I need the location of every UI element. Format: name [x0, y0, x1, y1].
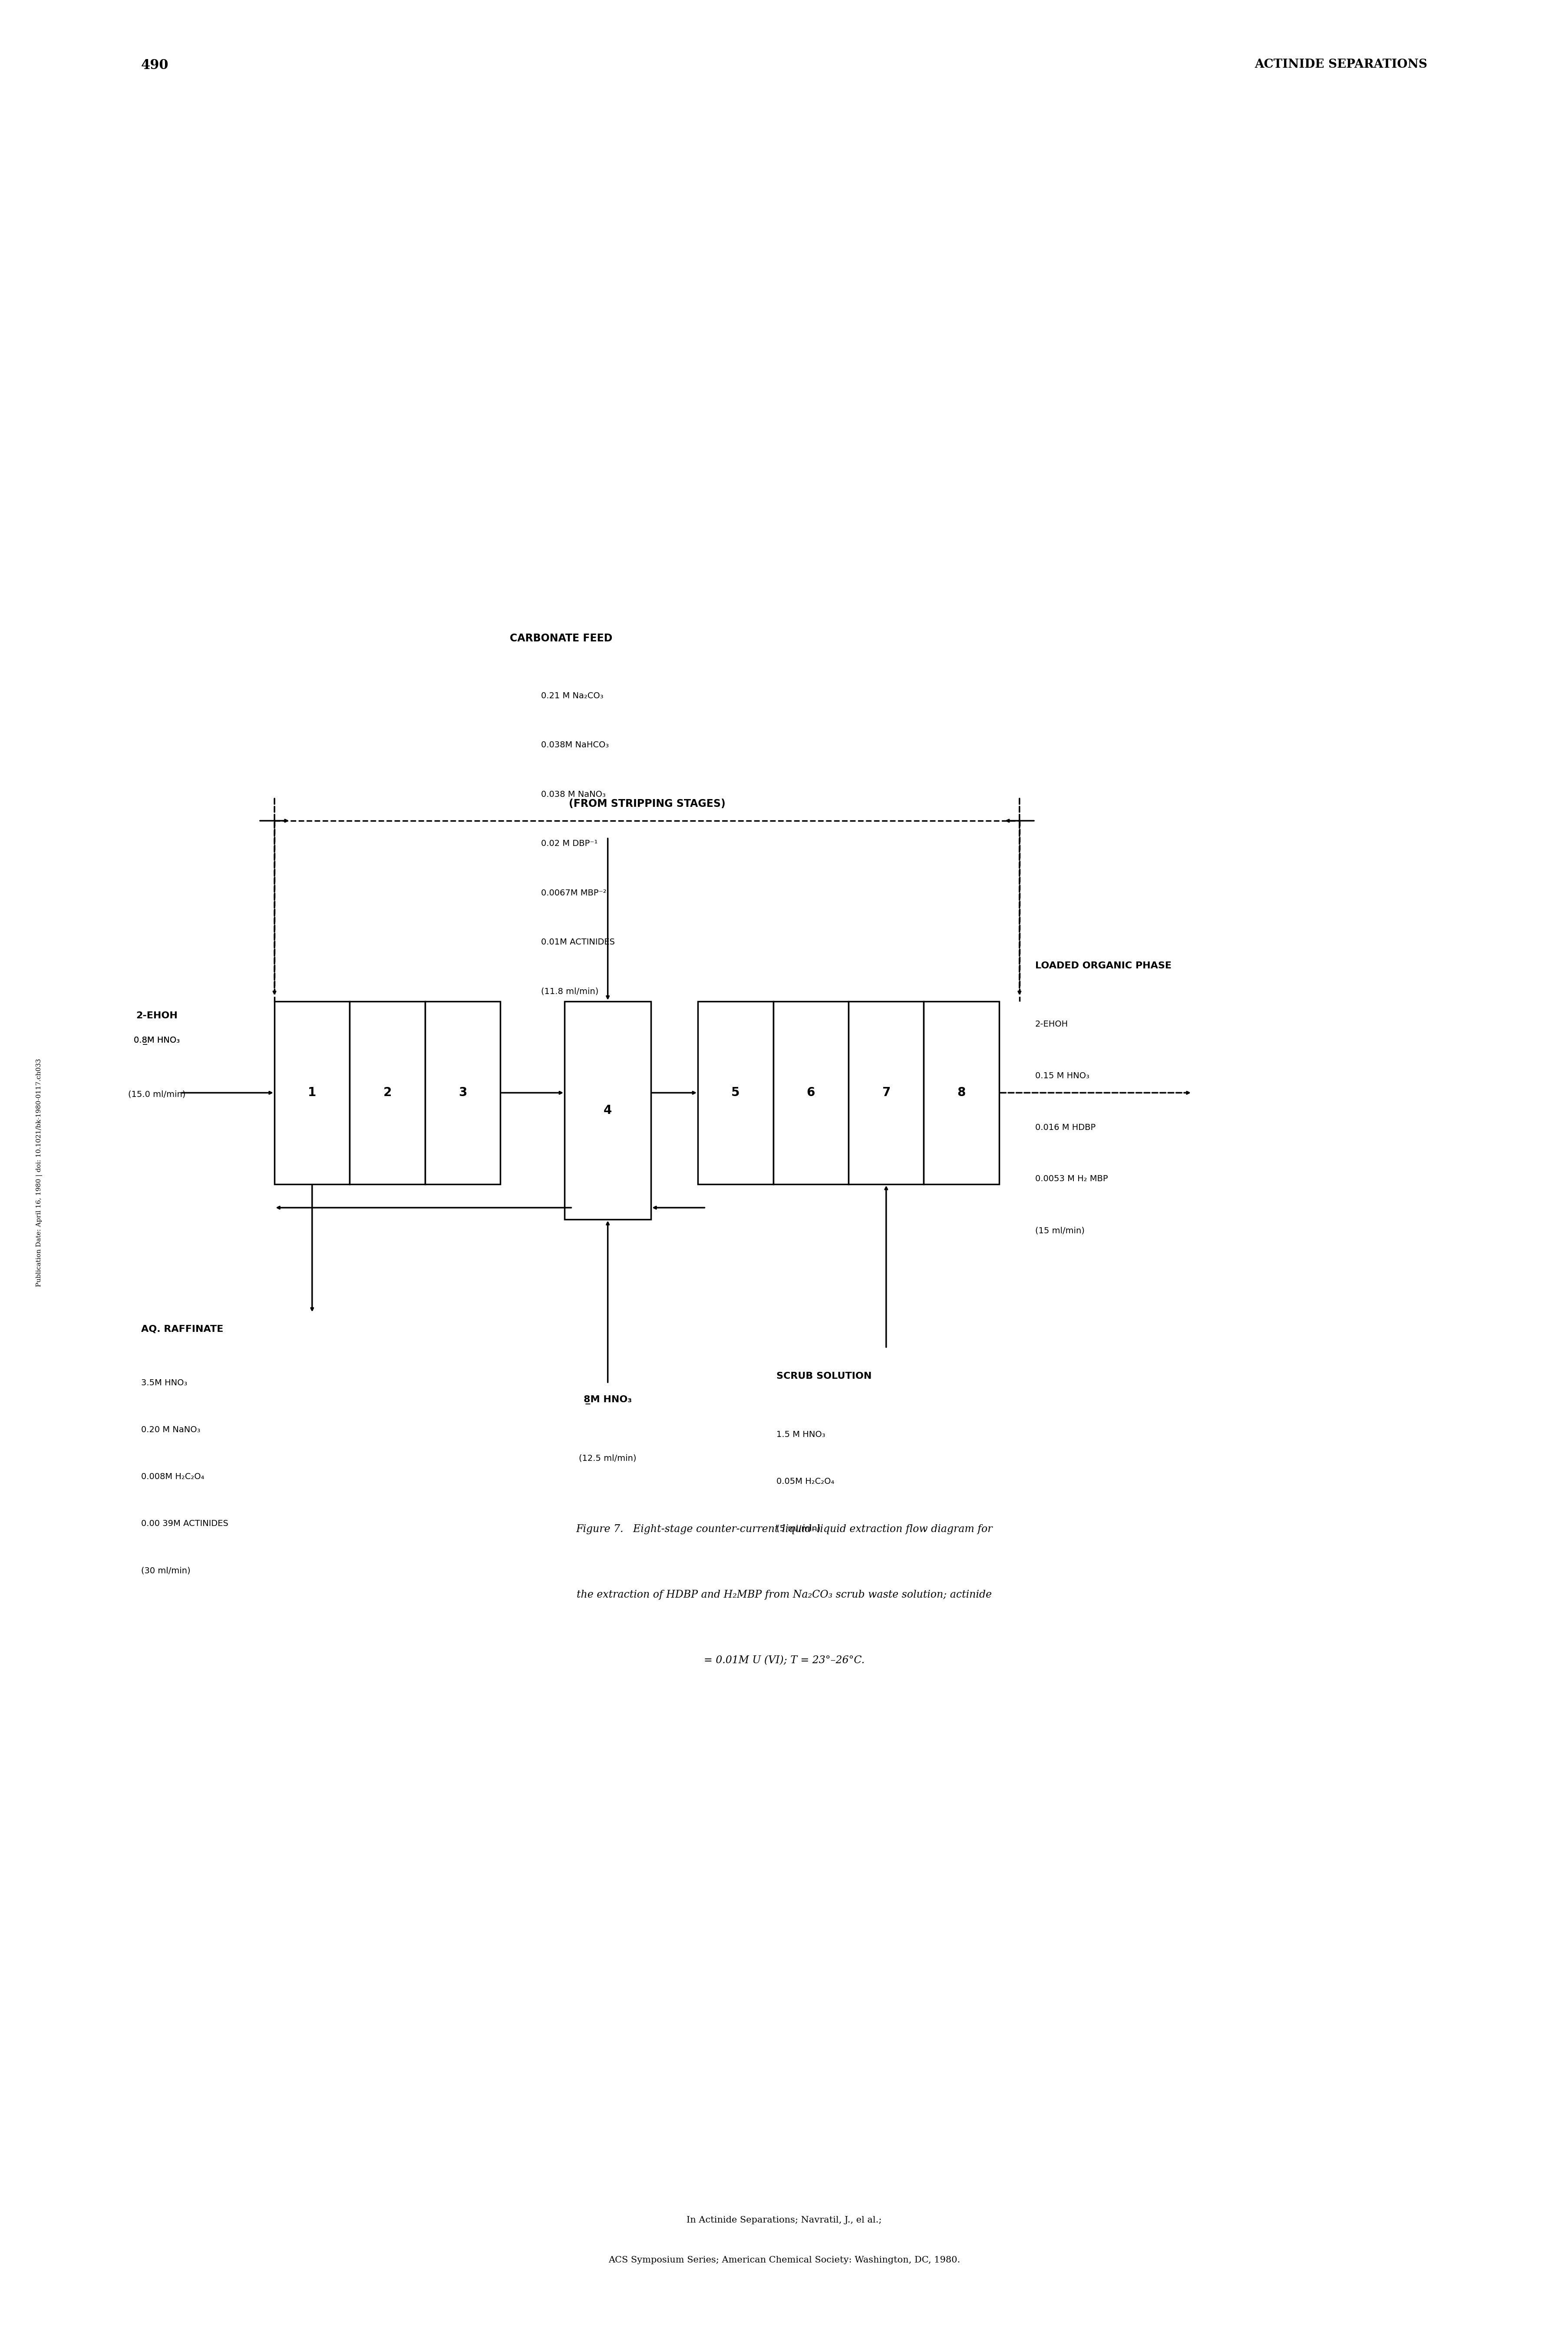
Text: 8: 8 — [956, 1086, 966, 1100]
Text: 0.038M NaHCO₃: 0.038M NaHCO₃ — [541, 741, 608, 750]
Text: 1: 1 — [307, 1086, 317, 1100]
Text: 0.038 M NaNO₃: 0.038 M NaNO₃ — [541, 790, 605, 800]
FancyBboxPatch shape — [773, 1001, 848, 1184]
Text: 5: 5 — [731, 1086, 740, 1100]
Text: 0.8̲M HNO₃: 0.8̲M HNO₃ — [133, 1036, 180, 1046]
Text: 0.02 M DBP⁻¹: 0.02 M DBP⁻¹ — [541, 840, 597, 849]
Text: (30 ml/min): (30 ml/min) — [141, 1566, 190, 1576]
Text: 3: 3 — [458, 1086, 467, 1100]
FancyBboxPatch shape — [350, 1001, 425, 1184]
Text: 490: 490 — [141, 59, 169, 73]
Text: SCRUB SOLUTION: SCRUB SOLUTION — [776, 1372, 872, 1381]
Text: Publication Date: April 16, 1980 | doi: 10.1021/bk-1980-0117.ch033: Publication Date: April 16, 1980 | doi: … — [36, 1058, 42, 1287]
Text: CARBONATE FEED: CARBONATE FEED — [510, 633, 612, 643]
Text: 0.05M H₂C₂O₄: 0.05M H₂C₂O₄ — [776, 1477, 834, 1487]
Text: 6: 6 — [806, 1086, 815, 1100]
Text: Figure 7.   Eight-stage counter-current liquid–liquid extraction flow diagram fo: Figure 7. Eight-stage counter-current li… — [575, 1524, 993, 1534]
Text: ACS Symposium Series; American Chemical Society: Washington, DC, 1980.: ACS Symposium Series; American Chemical … — [608, 2256, 960, 2265]
FancyBboxPatch shape — [274, 1001, 350, 1184]
Text: ACTINIDE SEPARATIONS: ACTINIDE SEPARATIONS — [1254, 59, 1427, 70]
Text: = 0.01M U (VI); T = 23°–26°C.: = 0.01M U (VI); T = 23°–26°C. — [704, 1656, 864, 1665]
Text: In Actinide Separations; Navratil, J., el al.;: In Actinide Separations; Navratil, J., e… — [687, 2216, 881, 2225]
FancyBboxPatch shape — [924, 1001, 999, 1184]
Text: 3.5M HNO₃: 3.5M HNO₃ — [141, 1379, 187, 1388]
Text: 2-EHOH: 2-EHOH — [1035, 1020, 1068, 1029]
Text: (5 ml/min): (5 ml/min) — [776, 1524, 820, 1534]
Text: 0.008M H₂C₂O₄: 0.008M H₂C₂O₄ — [141, 1473, 204, 1482]
Text: (FROM STRIPPING STAGES): (FROM STRIPPING STAGES) — [569, 800, 724, 809]
Text: 4: 4 — [604, 1104, 612, 1116]
FancyBboxPatch shape — [564, 1001, 651, 1219]
Text: the extraction of HDBP and H₂MBP from Na₂CO₃ scrub waste solution; actinide: the extraction of HDBP and H₂MBP from Na… — [577, 1590, 991, 1599]
Text: 0.8̲M HNO₃: 0.8̲M HNO₃ — [133, 1036, 180, 1046]
Text: 0.20 M NaNO₃: 0.20 M NaNO₃ — [141, 1426, 201, 1435]
Text: 0.21 M Na₂CO₃: 0.21 M Na₂CO₃ — [541, 692, 604, 701]
Text: 0.00 39M ACTINIDES: 0.00 39M ACTINIDES — [141, 1520, 229, 1529]
Text: LOADED ORGANIC PHASE: LOADED ORGANIC PHASE — [1035, 961, 1171, 971]
FancyBboxPatch shape — [425, 1001, 500, 1184]
Text: AQ. RAFFINATE: AQ. RAFFINATE — [141, 1325, 223, 1334]
FancyBboxPatch shape — [848, 1001, 924, 1184]
FancyBboxPatch shape — [698, 1001, 773, 1184]
Text: (15 ml/min): (15 ml/min) — [1035, 1226, 1085, 1236]
Text: 8̲M HNO₃: 8̲M HNO₃ — [583, 1395, 632, 1405]
Text: (12.5 ml/min): (12.5 ml/min) — [579, 1454, 637, 1463]
Text: 0.01M ACTINIDES: 0.01M ACTINIDES — [541, 938, 615, 947]
Text: 2: 2 — [383, 1086, 392, 1100]
Text: 1.5 M HNO₃: 1.5 M HNO₃ — [776, 1430, 825, 1440]
Text: 0.0067M MBP⁻²: 0.0067M MBP⁻² — [541, 889, 607, 898]
Text: 0.15 M HNO₃: 0.15 M HNO₃ — [1035, 1072, 1090, 1081]
Text: 0.016 M HDBP: 0.016 M HDBP — [1035, 1123, 1096, 1133]
Text: (15.0 ml/min): (15.0 ml/min) — [129, 1090, 185, 1100]
Text: (11.8 ml/min): (11.8 ml/min) — [541, 987, 599, 997]
Text: 7: 7 — [881, 1086, 891, 1100]
Text: 2-EHOH: 2-EHOH — [136, 1011, 177, 1020]
Text: 0.0053 M H₂ MBP: 0.0053 M H₂ MBP — [1035, 1175, 1107, 1184]
